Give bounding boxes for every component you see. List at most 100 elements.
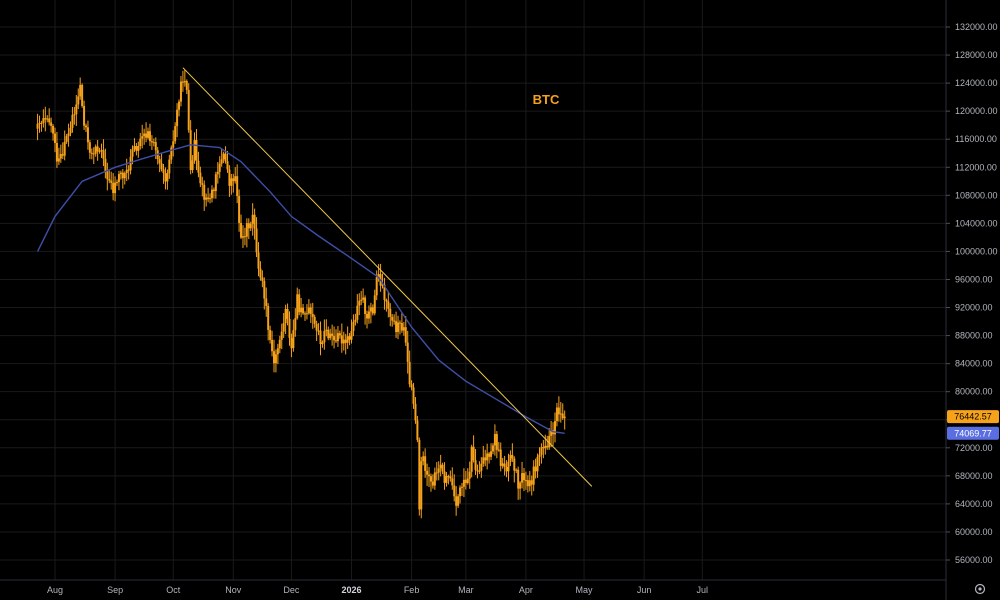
candle-body: [290, 337, 293, 349]
candle-body: [253, 214, 256, 229]
candle-body: [133, 146, 136, 150]
candle-body: [164, 172, 167, 182]
candle-body: [210, 189, 213, 199]
y-tick-label: 56000.00: [955, 555, 993, 565]
candle-body: [385, 299, 388, 302]
y-tick-label: 104000.00: [955, 218, 998, 228]
candle-body: [234, 176, 237, 182]
candle-body: [395, 321, 398, 333]
candle-body: [364, 297, 367, 314]
candle-body: [540, 447, 543, 455]
candle-body: [307, 307, 310, 314]
candle-body: [216, 171, 219, 175]
candle-body: [362, 297, 365, 300]
candle-body: [189, 130, 192, 171]
candle-body: [96, 146, 99, 152]
candle-body: [495, 434, 498, 450]
candle-body: [331, 333, 334, 337]
candle-body: [230, 178, 233, 186]
candle-body: [280, 331, 283, 340]
candle-body: [92, 153, 95, 155]
candle-body: [112, 182, 115, 194]
candle-body: [391, 316, 394, 321]
candle-body: [249, 223, 252, 229]
candle-body: [338, 333, 341, 336]
candle-body: [143, 133, 146, 137]
candle-body: [538, 454, 541, 457]
candle-body: [532, 466, 535, 485]
candle-body: [555, 407, 558, 422]
candle-body: [247, 223, 250, 229]
x-tick-label: Nov: [225, 585, 242, 595]
candle-body: [561, 413, 564, 419]
candle-body: [410, 384, 413, 388]
x-tick-label: Apr: [519, 585, 533, 595]
candle-body: [191, 160, 194, 171]
price-axis[interactable]: 132000.00 128000.00 124000.00 120000.00 1160…: [946, 22, 998, 565]
candle-body: [313, 316, 316, 324]
candle-body: [497, 449, 500, 451]
candle-body: [536, 456, 539, 472]
candle-body: [530, 480, 533, 485]
candle-body: [309, 307, 312, 314]
candle-body: [116, 182, 119, 184]
y-tick-label: 64000.00: [955, 499, 993, 509]
candle-body: [447, 476, 450, 478]
candle-body: [94, 146, 97, 154]
candle-body: [162, 169, 165, 173]
chart-title: BTC: [533, 92, 560, 107]
candle-body: [263, 280, 266, 299]
candle-body: [106, 171, 109, 180]
candle-body: [428, 474, 431, 477]
candle-body: [499, 449, 502, 466]
candle-body: [145, 133, 148, 138]
candle-body: [38, 122, 41, 124]
candle-body: [296, 294, 299, 319]
candle-body: [381, 284, 384, 286]
candle-body: [437, 468, 440, 473]
time-axis[interactable]: Aug Sep Oct Nov Dec 2026 Feb Mar Apr May Jun Jul: [47, 585, 708, 595]
candle-body: [369, 307, 372, 312]
candle-body: [201, 183, 204, 185]
candle-body: [548, 435, 551, 448]
gear-icon[interactable]: [974, 583, 986, 595]
candle-body: [61, 154, 64, 156]
trend-line[interactable]: [182, 67, 593, 487]
candle-body: [557, 407, 560, 415]
candle-body: [185, 81, 188, 90]
candle-body: [367, 311, 370, 319]
candle-body: [274, 354, 277, 364]
candle-body: [546, 445, 549, 448]
candle-body: [298, 294, 301, 313]
x-tick-label: May: [576, 585, 594, 595]
candle-body: [170, 147, 173, 160]
candle-body: [333, 336, 336, 341]
candle-body: [416, 420, 419, 440]
candle-body: [507, 461, 510, 472]
candle-body: [220, 159, 223, 164]
y-tick-label: 60000.00: [955, 527, 993, 537]
candle-body: [123, 173, 126, 179]
candle-body: [228, 169, 231, 186]
candle-body: [150, 141, 153, 143]
candle-body: [36, 123, 39, 129]
candle-body: [86, 127, 89, 143]
candle-body: [400, 323, 403, 331]
y-tick-label: 100000.00: [955, 246, 998, 256]
candle-body: [148, 131, 151, 142]
last-price-tag: [947, 410, 999, 424]
candle-body: [553, 421, 556, 435]
candle-body: [54, 133, 56, 143]
candle-body: [550, 430, 553, 436]
candle-body: [59, 154, 62, 159]
candle-body: [387, 301, 390, 309]
candle-body: [71, 114, 74, 128]
candle-body: [439, 464, 442, 469]
candle-body: [236, 176, 239, 197]
candle-body: [121, 172, 124, 179]
candle-body: [352, 321, 355, 331]
candle-body: [344, 339, 347, 343]
y-tick-label: 128000.00: [955, 50, 998, 60]
